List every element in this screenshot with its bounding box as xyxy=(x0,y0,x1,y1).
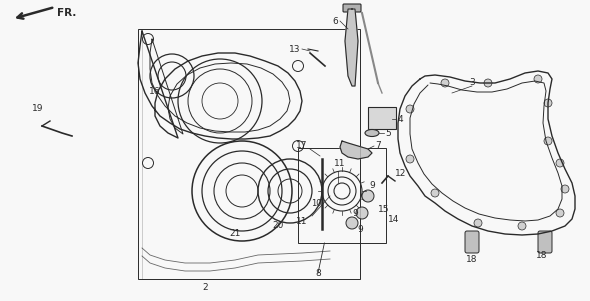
Ellipse shape xyxy=(365,129,379,136)
Text: 7: 7 xyxy=(375,141,381,150)
Text: 12: 12 xyxy=(395,169,407,178)
Circle shape xyxy=(346,217,358,229)
Circle shape xyxy=(518,222,526,230)
Text: 15: 15 xyxy=(378,204,389,213)
Circle shape xyxy=(362,190,374,202)
Text: 8: 8 xyxy=(315,268,321,278)
Circle shape xyxy=(406,155,414,163)
Bar xyxy=(138,29,360,279)
Text: 4: 4 xyxy=(398,114,404,123)
Text: 3: 3 xyxy=(469,79,475,88)
FancyBboxPatch shape xyxy=(465,231,479,253)
Text: 14: 14 xyxy=(388,215,399,224)
Text: 16: 16 xyxy=(149,86,160,95)
Text: 11: 11 xyxy=(296,216,308,225)
Circle shape xyxy=(431,189,439,197)
Text: 18: 18 xyxy=(536,250,548,259)
Polygon shape xyxy=(345,9,358,86)
Circle shape xyxy=(534,75,542,83)
Circle shape xyxy=(484,79,492,87)
FancyBboxPatch shape xyxy=(343,4,361,12)
Polygon shape xyxy=(340,141,372,159)
Circle shape xyxy=(556,209,564,217)
Text: 21: 21 xyxy=(230,228,241,237)
Circle shape xyxy=(544,137,552,145)
Circle shape xyxy=(441,79,449,87)
Text: 2: 2 xyxy=(202,284,208,293)
Circle shape xyxy=(561,185,569,193)
Circle shape xyxy=(406,105,414,113)
Text: 17: 17 xyxy=(296,141,308,150)
Text: 6: 6 xyxy=(332,17,338,26)
Text: 10: 10 xyxy=(312,198,322,207)
Bar xyxy=(368,107,396,129)
Text: 20: 20 xyxy=(273,222,284,231)
Text: 9: 9 xyxy=(357,225,363,234)
Text: 9: 9 xyxy=(352,209,358,218)
Bar xyxy=(298,148,386,243)
Text: 19: 19 xyxy=(32,104,44,113)
Circle shape xyxy=(544,99,552,107)
Text: 13: 13 xyxy=(289,45,300,54)
Text: 11: 11 xyxy=(335,159,346,167)
Circle shape xyxy=(556,159,564,167)
Text: 5: 5 xyxy=(385,129,391,138)
Text: 9: 9 xyxy=(369,182,375,191)
Circle shape xyxy=(474,219,482,227)
Text: 18: 18 xyxy=(466,255,478,263)
Circle shape xyxy=(356,207,368,219)
Text: FR.: FR. xyxy=(57,8,76,18)
FancyBboxPatch shape xyxy=(538,231,552,253)
